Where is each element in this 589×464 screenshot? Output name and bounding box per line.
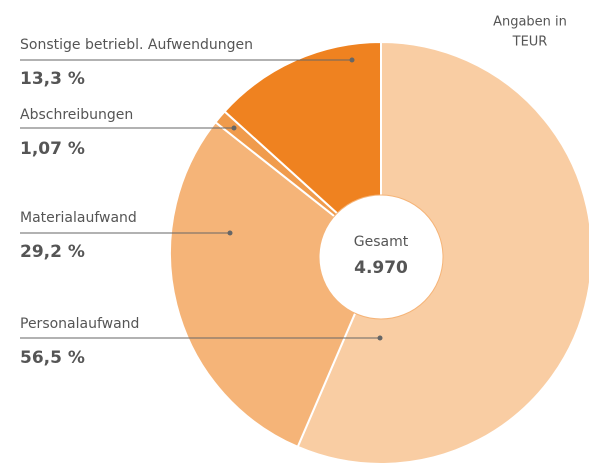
leader-dot — [231, 125, 237, 131]
annotation: TEUR — [512, 35, 548, 50]
annotation: Angaben in — [493, 15, 567, 30]
center-circle — [318, 194, 444, 320]
category-label: Personalaufwand — [20, 316, 139, 332]
center-label: Gesamt — [354, 234, 409, 250]
pie-slice — [169, 120, 383, 449]
leader-dot — [377, 335, 383, 341]
value-label: 29,2 % — [20, 242, 85, 262]
value-label: 56,5 % — [20, 348, 85, 368]
leader-dot — [227, 230, 233, 236]
leader-dot — [349, 57, 355, 63]
center-value: 4.970 — [354, 258, 408, 278]
category-label: Materialaufwand — [20, 210, 137, 226]
value-label: 1,07 % — [20, 139, 85, 159]
category-label: Abschreibungen — [20, 107, 133, 123]
value-label: 13,3 % — [20, 69, 85, 89]
category-label: Sonstige betriebl. Aufwendungen — [20, 37, 253, 53]
